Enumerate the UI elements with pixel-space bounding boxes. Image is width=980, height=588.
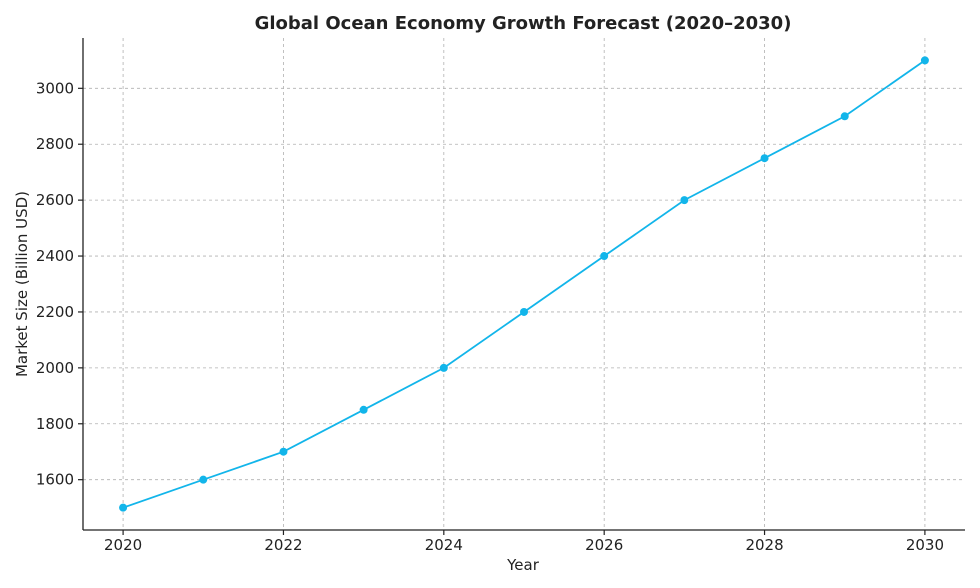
data-point-2030	[920, 56, 929, 65]
data-point-2029	[840, 112, 849, 121]
data-point-2026	[600, 252, 609, 261]
data-point-2028	[760, 154, 769, 163]
data-point-2020	[119, 503, 128, 512]
series-line-0	[122, 59, 926, 509]
data-point-2021	[199, 475, 208, 484]
x-tick-label-2028: 2028	[745, 536, 783, 554]
x-tick-label-2022: 2022	[264, 536, 302, 554]
x-tick-label-2030: 2030	[906, 536, 944, 554]
y-tick-label-2200: 2200	[36, 303, 74, 321]
data-point-2025	[520, 307, 528, 316]
x-tick-label-2024: 2024	[425, 536, 463, 554]
series-group	[119, 56, 929, 512]
y-tick-label-1800: 1800	[36, 415, 74, 433]
x-tick-label-2020: 2020	[104, 536, 142, 554]
grid	[83, 38, 965, 530]
x-tick-label-2026: 2026	[585, 536, 623, 554]
y-tick-label-2800: 2800	[36, 135, 74, 153]
x-axis-ticks: 2020 2022 2024 2026 2028 2030	[104, 530, 944, 554]
chart-title: Global Ocean Economy Growth Forecast (20…	[255, 13, 792, 34]
data-point-2022	[279, 447, 288, 456]
data-point-2024	[439, 363, 448, 372]
y-axis-label: Market Size (Billion USD)	[13, 191, 31, 377]
data-point-2023	[359, 405, 368, 414]
y-tick-label-1600: 1600	[36, 471, 74, 489]
y-tick-label-2600: 2600	[36, 191, 74, 209]
x-axis-label: Year	[506, 556, 540, 574]
y-tick-label-3000: 3000	[36, 79, 74, 97]
y-tick-label-2400: 2400	[36, 247, 74, 265]
y-axis-ticks: 1600 1800 2000 2200 2400 2600 2800 3000	[36, 79, 83, 489]
axes	[82, 38, 965, 531]
y-tick-label-2000: 2000	[36, 359, 74, 377]
data-point-2027	[680, 196, 689, 205]
